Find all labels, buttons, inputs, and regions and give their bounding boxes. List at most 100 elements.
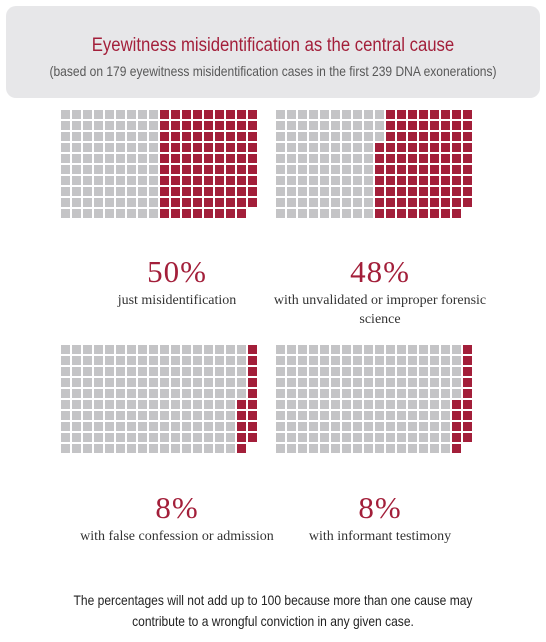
waffle-cell bbox=[61, 378, 70, 387]
waffle-cell-highlighted bbox=[386, 143, 395, 152]
waffle-cell bbox=[386, 400, 395, 409]
waffle-cell bbox=[149, 345, 158, 354]
waffle-cell bbox=[72, 367, 81, 376]
waffle-cell-highlighted bbox=[226, 198, 235, 207]
waffle-cell bbox=[204, 422, 213, 431]
waffle-cell bbox=[342, 356, 351, 365]
waffle-cell bbox=[138, 345, 147, 354]
waffle-cell-highlighted bbox=[408, 176, 417, 185]
waffle-cell bbox=[397, 356, 406, 365]
waffle-cell bbox=[127, 209, 136, 218]
waffle-cell bbox=[287, 121, 296, 130]
waffle-cell bbox=[138, 367, 147, 376]
waffle-cell bbox=[430, 389, 439, 398]
waffle-cell bbox=[287, 143, 296, 152]
waffle-cell bbox=[116, 400, 125, 409]
waffle-cell-highlighted bbox=[226, 110, 235, 119]
waffle-cell bbox=[375, 433, 384, 442]
waffle-cell bbox=[61, 367, 70, 376]
waffle-cell-highlighted bbox=[193, 198, 202, 207]
waffle-cell bbox=[160, 356, 169, 365]
waffle-cell-highlighted bbox=[441, 110, 450, 119]
waffle-cell bbox=[364, 411, 373, 420]
waffle-cell bbox=[226, 389, 235, 398]
waffle-cell bbox=[276, 198, 285, 207]
waffle-cell bbox=[105, 209, 114, 218]
waffle-cell bbox=[72, 165, 81, 174]
waffle-cell bbox=[94, 356, 103, 365]
waffle-cell bbox=[138, 433, 147, 442]
waffle-cell bbox=[298, 110, 307, 119]
waffle-cell-highlighted bbox=[375, 198, 384, 207]
waffle-cell bbox=[276, 121, 285, 130]
waffle-cell bbox=[116, 187, 125, 196]
waffle-cell bbox=[160, 411, 169, 420]
waffle-cell bbox=[160, 345, 169, 354]
waffle-cell-highlighted bbox=[248, 378, 257, 387]
waffle-cell-highlighted bbox=[171, 154, 180, 163]
waffle-cell bbox=[287, 389, 296, 398]
waffle-cell-highlighted bbox=[160, 187, 169, 196]
waffle-cell bbox=[375, 367, 384, 376]
waffle-cell bbox=[364, 198, 373, 207]
waffle-cell bbox=[320, 187, 329, 196]
waffle-cell-highlighted bbox=[441, 154, 450, 163]
waffle-cell-highlighted bbox=[182, 121, 191, 130]
waffle-cell bbox=[160, 367, 169, 376]
waffle-cell bbox=[342, 154, 351, 163]
waffle-cell bbox=[116, 422, 125, 431]
waffle-cell-highlighted bbox=[463, 143, 472, 152]
waffle-cell bbox=[105, 400, 114, 409]
waffle-cell bbox=[276, 187, 285, 196]
waffle-cell bbox=[364, 433, 373, 442]
waffle-cell bbox=[276, 209, 285, 218]
percent-value-misidentification: 50% bbox=[147, 254, 207, 289]
waffle-cell bbox=[298, 154, 307, 163]
caption-informant-testimony: with informant testimony bbox=[308, 529, 452, 544]
waffle-cell bbox=[342, 367, 351, 376]
waffle-cell bbox=[298, 422, 307, 431]
waffle-cell bbox=[331, 389, 340, 398]
waffle-cell-highlighted bbox=[419, 209, 428, 218]
waffle-cell-highlighted bbox=[193, 132, 202, 141]
waffle-cell-highlighted bbox=[248, 422, 257, 431]
waffle-cell bbox=[72, 356, 81, 365]
waffle-cell bbox=[287, 110, 296, 119]
waffle-cell-highlighted bbox=[237, 132, 246, 141]
waffle-cell bbox=[419, 433, 428, 442]
waffle-cell bbox=[94, 444, 103, 453]
waffle-cell-highlighted bbox=[248, 110, 257, 119]
waffle-chart-misidentification bbox=[61, 110, 259, 224]
waffle-cell-highlighted bbox=[430, 143, 439, 152]
waffle-cell-highlighted bbox=[430, 110, 439, 119]
waffle-cell bbox=[226, 422, 235, 431]
waffle-cell bbox=[331, 422, 340, 431]
waffle-cell bbox=[105, 198, 114, 207]
waffle-cell bbox=[83, 422, 92, 431]
waffle-cell bbox=[375, 378, 384, 387]
waffle-cell bbox=[215, 400, 224, 409]
waffle-chart-forensic-science bbox=[276, 110, 474, 224]
waffle-cell bbox=[116, 389, 125, 398]
waffle-cell-highlighted bbox=[248, 400, 257, 409]
waffle-cell bbox=[408, 422, 417, 431]
waffle-cell bbox=[105, 444, 114, 453]
waffle-cell-highlighted bbox=[160, 143, 169, 152]
waffle-cell bbox=[276, 143, 285, 152]
waffle-cell bbox=[353, 198, 362, 207]
waffle-cell bbox=[397, 345, 406, 354]
waffle-cell-highlighted bbox=[408, 132, 417, 141]
waffle-cell bbox=[204, 356, 213, 365]
waffle-cell-highlighted bbox=[452, 422, 461, 431]
waffle-cell bbox=[149, 165, 158, 174]
waffle-cell bbox=[320, 165, 329, 174]
waffle-cell bbox=[83, 367, 92, 376]
waffle-cell bbox=[149, 176, 158, 185]
waffle-cell bbox=[298, 356, 307, 365]
waffle-cell bbox=[61, 154, 70, 163]
waffle-cell bbox=[116, 367, 125, 376]
waffle-cell bbox=[127, 433, 136, 442]
waffle-cell bbox=[353, 121, 362, 130]
waffle-cell bbox=[397, 433, 406, 442]
waffle-cell bbox=[419, 400, 428, 409]
